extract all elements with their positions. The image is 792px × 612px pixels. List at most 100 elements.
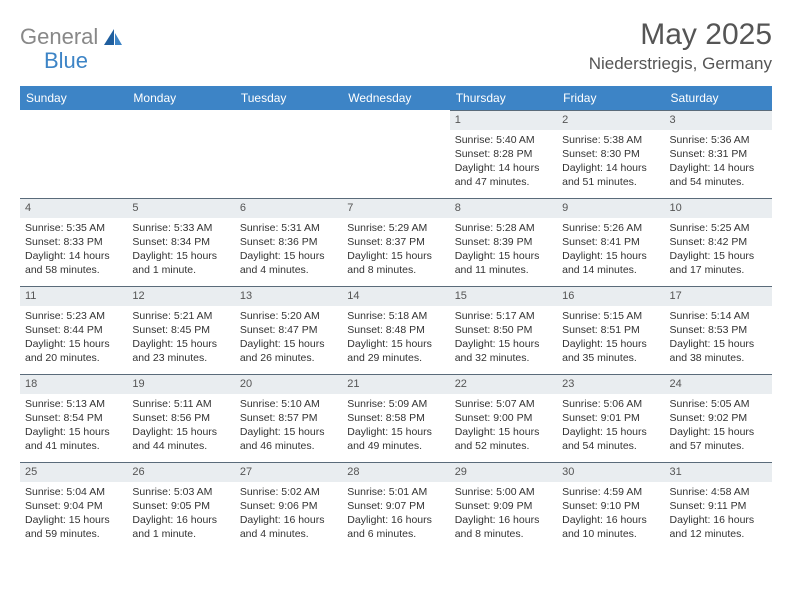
sunrise-text: Sunrise: 5:01 AM [347, 485, 444, 499]
sunrise-text: Sunrise: 5:31 AM [240, 221, 337, 235]
calendar-cell: 24Sunrise: 5:05 AMSunset: 9:02 PMDayligh… [665, 374, 772, 462]
calendar-cell: 22Sunrise: 5:07 AMSunset: 9:00 PMDayligh… [450, 374, 557, 462]
sunset-text: Sunset: 8:28 PM [455, 147, 552, 161]
sunset-text: Sunset: 9:02 PM [670, 411, 767, 425]
calendar-cell: 21Sunrise: 5:09 AMSunset: 8:58 PMDayligh… [342, 374, 449, 462]
calendar-cell: 5Sunrise: 5:33 AMSunset: 8:34 PMDaylight… [127, 198, 234, 286]
day-number: 1 [450, 110, 557, 130]
logo-sail-icon [102, 27, 124, 47]
daylight-text: Daylight: 15 hours and 17 minutes. [670, 249, 767, 277]
sunset-text: Sunset: 8:30 PM [562, 147, 659, 161]
calendar-cell: 1Sunrise: 5:40 AMSunset: 8:28 PMDaylight… [450, 110, 557, 198]
sunset-text: Sunset: 8:42 PM [670, 235, 767, 249]
sunrise-text: Sunrise: 5:10 AM [240, 397, 337, 411]
day-number: 26 [127, 462, 234, 482]
weekday-header: Tuesday [235, 86, 342, 110]
sunset-text: Sunset: 9:04 PM [25, 499, 122, 513]
sunrise-text: Sunrise: 5:09 AM [347, 397, 444, 411]
calendar-table: SundayMondayTuesdayWednesdayThursdayFrid… [20, 86, 772, 550]
daylight-text: Daylight: 14 hours and 51 minutes. [562, 161, 659, 189]
day-details: Sunrise: 5:25 AMSunset: 8:42 PMDaylight:… [665, 218, 772, 282]
sunset-text: Sunset: 8:47 PM [240, 323, 337, 337]
day-number: 27 [235, 462, 342, 482]
day-number: 20 [235, 374, 342, 394]
weekday-header: Saturday [665, 86, 772, 110]
sunrise-text: Sunrise: 5:07 AM [455, 397, 552, 411]
calendar-week-row: 4Sunrise: 5:35 AMSunset: 8:33 PMDaylight… [20, 198, 772, 286]
day-details: Sunrise: 5:01 AMSunset: 9:07 PMDaylight:… [342, 482, 449, 546]
day-number: 4 [20, 198, 127, 218]
sunset-text: Sunset: 8:31 PM [670, 147, 767, 161]
sunset-text: Sunset: 9:06 PM [240, 499, 337, 513]
day-details: Sunrise: 5:11 AMSunset: 8:56 PMDaylight:… [127, 394, 234, 458]
calendar-cell: 31Sunrise: 4:58 AMSunset: 9:11 PMDayligh… [665, 462, 772, 550]
daylight-text: Daylight: 15 hours and 29 minutes. [347, 337, 444, 365]
calendar-week-row: 11Sunrise: 5:23 AMSunset: 8:44 PMDayligh… [20, 286, 772, 374]
sunrise-text: Sunrise: 5:02 AM [240, 485, 337, 499]
calendar-cell [127, 110, 234, 198]
sunrise-text: Sunrise: 5:11 AM [132, 397, 229, 411]
calendar-cell: 23Sunrise: 5:06 AMSunset: 9:01 PMDayligh… [557, 374, 664, 462]
day-details: Sunrise: 4:58 AMSunset: 9:11 PMDaylight:… [665, 482, 772, 546]
sunset-text: Sunset: 8:57 PM [240, 411, 337, 425]
daylight-text: Daylight: 16 hours and 6 minutes. [347, 513, 444, 541]
calendar-cell: 26Sunrise: 5:03 AMSunset: 9:05 PMDayligh… [127, 462, 234, 550]
sunset-text: Sunset: 8:41 PM [562, 235, 659, 249]
calendar-cell: 12Sunrise: 5:21 AMSunset: 8:45 PMDayligh… [127, 286, 234, 374]
logo-text-blue: Blue [44, 48, 88, 74]
calendar-cell: 15Sunrise: 5:17 AMSunset: 8:50 PMDayligh… [450, 286, 557, 374]
daylight-text: Daylight: 15 hours and 14 minutes. [562, 249, 659, 277]
daylight-text: Daylight: 15 hours and 20 minutes. [25, 337, 122, 365]
daylight-text: Daylight: 16 hours and 1 minute. [132, 513, 229, 541]
calendar-body: 1Sunrise: 5:40 AMSunset: 8:28 PMDaylight… [20, 110, 772, 550]
day-number: 3 [665, 110, 772, 130]
daylight-text: Daylight: 15 hours and 44 minutes. [132, 425, 229, 453]
daylight-text: Daylight: 15 hours and 4 minutes. [240, 249, 337, 277]
sunset-text: Sunset: 8:53 PM [670, 323, 767, 337]
day-details: Sunrise: 4:59 AMSunset: 9:10 PMDaylight:… [557, 482, 664, 546]
calendar-cell: 27Sunrise: 5:02 AMSunset: 9:06 PMDayligh… [235, 462, 342, 550]
day-number: 24 [665, 374, 772, 394]
calendar-cell: 3Sunrise: 5:36 AMSunset: 8:31 PMDaylight… [665, 110, 772, 198]
daylight-text: Daylight: 15 hours and 8 minutes. [347, 249, 444, 277]
sunset-text: Sunset: 8:34 PM [132, 235, 229, 249]
calendar-cell: 6Sunrise: 5:31 AMSunset: 8:36 PMDaylight… [235, 198, 342, 286]
day-number: 22 [450, 374, 557, 394]
day-details: Sunrise: 5:28 AMSunset: 8:39 PMDaylight:… [450, 218, 557, 282]
calendar-week-row: 1Sunrise: 5:40 AMSunset: 8:28 PMDaylight… [20, 110, 772, 198]
daylight-text: Daylight: 15 hours and 38 minutes. [670, 337, 767, 365]
day-details: Sunrise: 5:03 AMSunset: 9:05 PMDaylight:… [127, 482, 234, 546]
day-details: Sunrise: 5:31 AMSunset: 8:36 PMDaylight:… [235, 218, 342, 282]
day-number: 7 [342, 198, 449, 218]
sunrise-text: Sunrise: 5:21 AM [132, 309, 229, 323]
sunrise-text: Sunrise: 5:40 AM [455, 133, 552, 147]
daylight-text: Daylight: 15 hours and 1 minute. [132, 249, 229, 277]
day-number: 28 [342, 462, 449, 482]
day-number: 23 [557, 374, 664, 394]
day-number: 25 [20, 462, 127, 482]
sunset-text: Sunset: 8:58 PM [347, 411, 444, 425]
sunrise-text: Sunrise: 4:58 AM [670, 485, 767, 499]
sunset-text: Sunset: 9:01 PM [562, 411, 659, 425]
day-details: Sunrise: 5:29 AMSunset: 8:37 PMDaylight:… [342, 218, 449, 282]
calendar-cell: 20Sunrise: 5:10 AMSunset: 8:57 PMDayligh… [235, 374, 342, 462]
day-number: 2 [557, 110, 664, 130]
daylight-text: Daylight: 15 hours and 23 minutes. [132, 337, 229, 365]
daylight-text: Daylight: 16 hours and 8 minutes. [455, 513, 552, 541]
daylight-text: Daylight: 15 hours and 57 minutes. [670, 425, 767, 453]
weekday-header: Sunday [20, 86, 127, 110]
calendar-cell: 29Sunrise: 5:00 AMSunset: 9:09 PMDayligh… [450, 462, 557, 550]
sunset-text: Sunset: 8:50 PM [455, 323, 552, 337]
day-details: Sunrise: 5:05 AMSunset: 9:02 PMDaylight:… [665, 394, 772, 458]
day-number: 15 [450, 286, 557, 306]
day-details: Sunrise: 5:40 AMSunset: 8:28 PMDaylight:… [450, 130, 557, 194]
daylight-text: Daylight: 14 hours and 54 minutes. [670, 161, 767, 189]
sunrise-text: Sunrise: 5:25 AM [670, 221, 767, 235]
calendar-cell: 25Sunrise: 5:04 AMSunset: 9:04 PMDayligh… [20, 462, 127, 550]
sunrise-text: Sunrise: 4:59 AM [562, 485, 659, 499]
calendar-week-row: 18Sunrise: 5:13 AMSunset: 8:54 PMDayligh… [20, 374, 772, 462]
sunset-text: Sunset: 8:36 PM [240, 235, 337, 249]
sunrise-text: Sunrise: 5:29 AM [347, 221, 444, 235]
calendar-cell: 28Sunrise: 5:01 AMSunset: 9:07 PMDayligh… [342, 462, 449, 550]
daylight-text: Daylight: 15 hours and 26 minutes. [240, 337, 337, 365]
